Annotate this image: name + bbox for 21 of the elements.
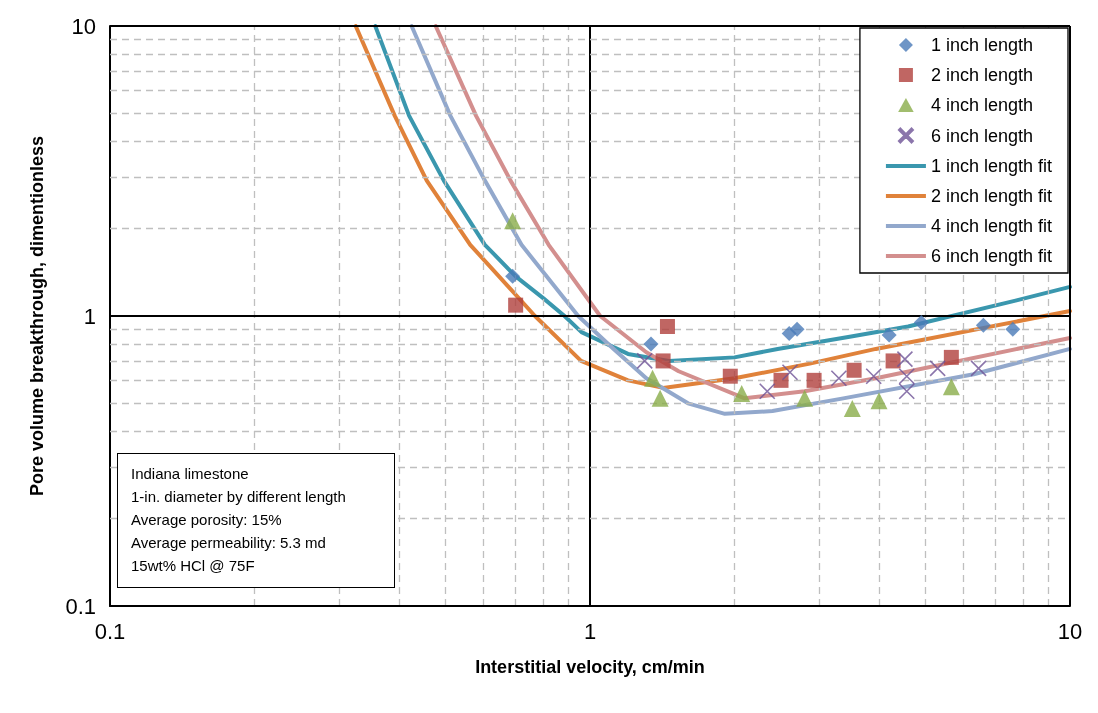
- x-tick-label: 1: [583, 618, 597, 644]
- legend-label: 2 inch length: [930, 65, 1033, 85]
- y-axis-title: Pore volume breakthrough, dimentionless: [27, 135, 47, 497]
- legend-label: 6 inch length: [930, 125, 1033, 146]
- y-tick-label: 10: [71, 13, 96, 39]
- legend-label: 1 inch length fit: [930, 156, 1052, 176]
- annotation: 1-in. diameter by different length: [131, 487, 346, 507]
- x-axis-title: Interstitial velocity, cm/min: [475, 657, 705, 677]
- legend-label: 4 inch length: [930, 95, 1033, 115]
- annotation: Indiana limestone: [131, 464, 250, 484]
- legend-label: 4 inch length fit: [930, 216, 1052, 236]
- x-tick-label: 10: [1057, 618, 1083, 644]
- annotation: 15wt% HCl @ 75F: [131, 556, 256, 576]
- legend-label: 1 inch length: [930, 35, 1033, 55]
- legend-label: 2 inch length fit: [930, 186, 1052, 206]
- legend-label: 6 inch length fit: [930, 246, 1052, 266]
- y-tick-label: 0.1: [65, 593, 96, 619]
- x-tick-label: 0.1: [94, 618, 126, 644]
- y-tick-label: 1: [83, 303, 96, 329]
- annotation: Average porosity: 15%: [131, 510, 283, 530]
- annotation: Average permeability: 5.3 md: [131, 533, 327, 553]
